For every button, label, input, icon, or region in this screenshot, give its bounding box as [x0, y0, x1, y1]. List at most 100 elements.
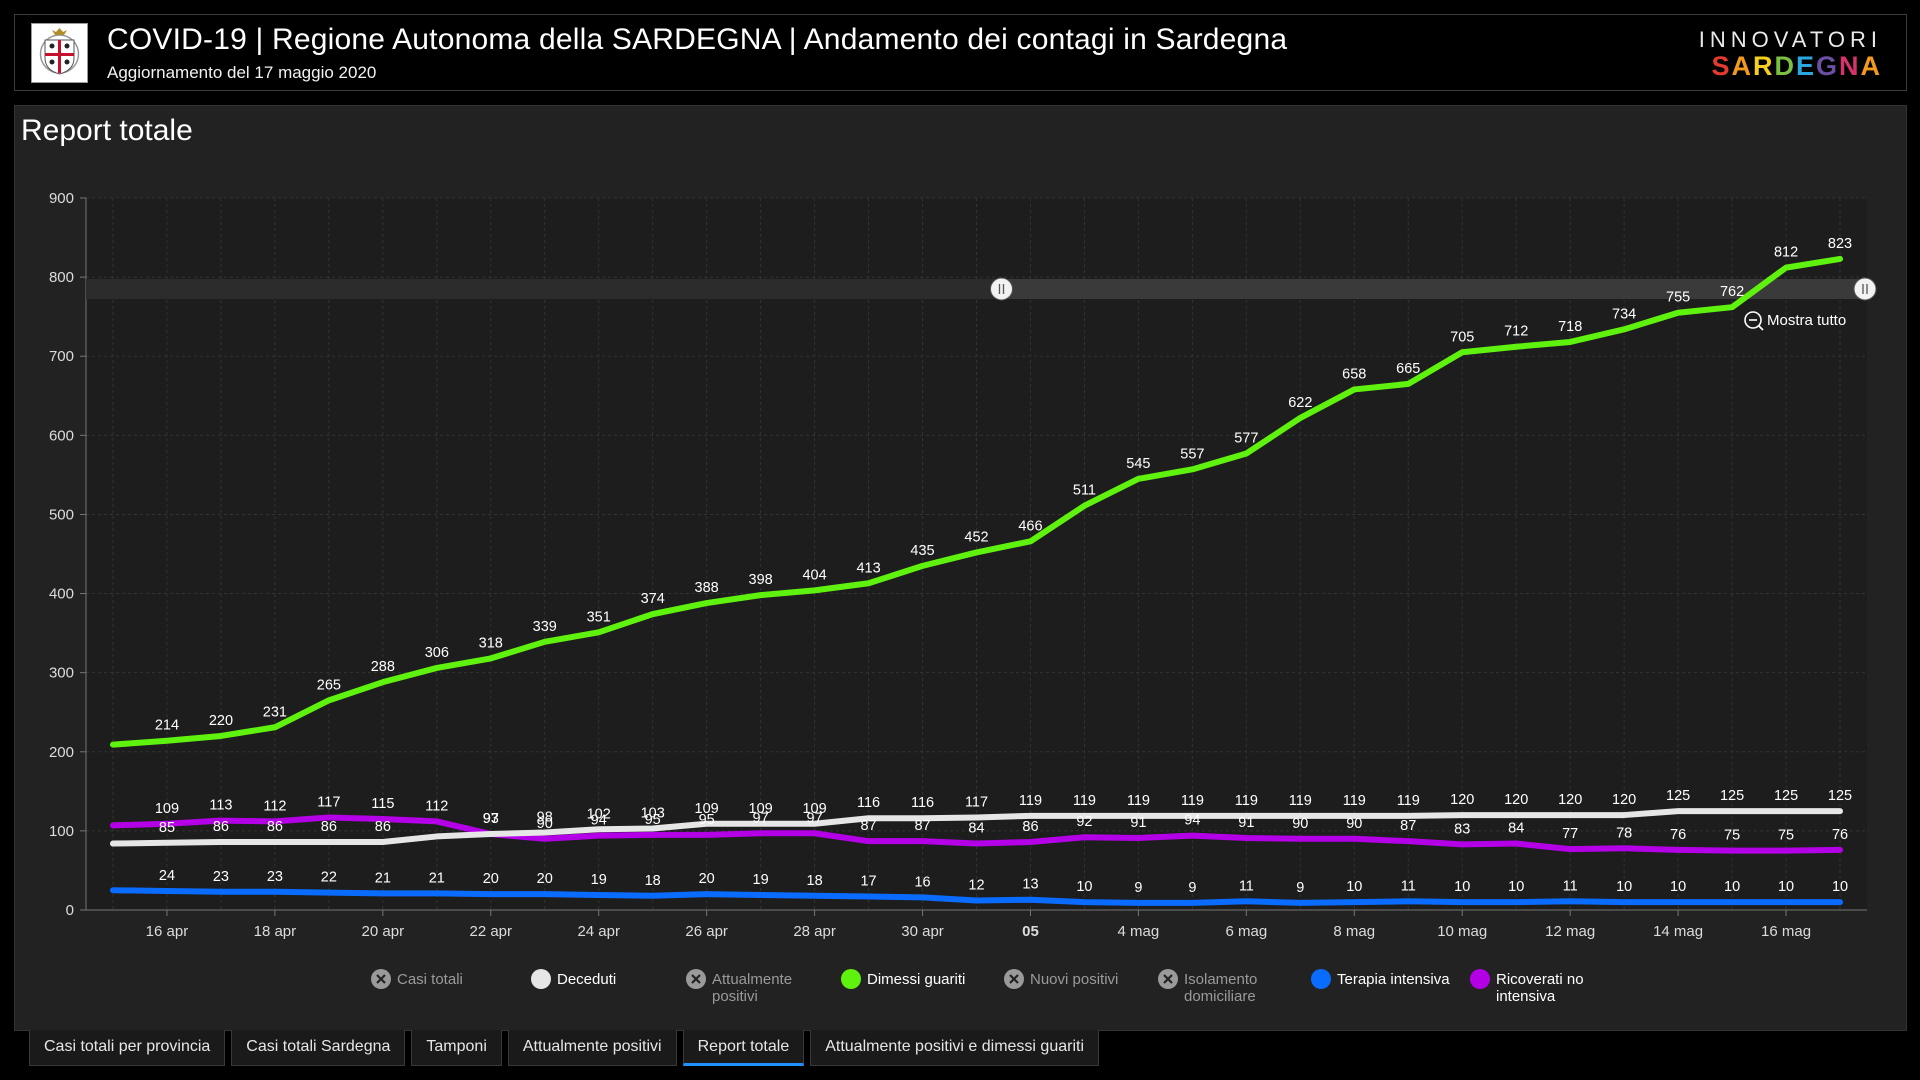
data-point-deceduti: [704, 821, 710, 827]
x-tick-label: 10 mag: [1437, 923, 1487, 940]
data-label-terapia-intensiva: 19: [753, 872, 769, 888]
data-label-dimessi-guariti: 220: [209, 713, 233, 729]
legend-item-deceduti[interactable]: Deceduti: [531, 969, 616, 989]
data-point-terapia-intensiva: [218, 889, 224, 895]
innovatori-brand-top: INNOVATORI: [1698, 27, 1882, 52]
zoom-out-icon[interactable]: [1744, 311, 1762, 329]
data-label-ricoverati-no-intensiva: 87: [914, 818, 930, 834]
data-point-deceduti: [1405, 813, 1411, 819]
data-point-deceduti: [1729, 808, 1735, 814]
data-point-terapia-intensiva: [1513, 899, 1519, 905]
data-label-ricoverati-no-intensiva: 90: [1346, 816, 1362, 832]
chart-scrollbar-thumb[interactable]: [1001, 279, 1866, 299]
data-point-dimessi-guariti: [1027, 538, 1033, 544]
data-label-ricoverati-no-intensiva: 87: [1400, 818, 1416, 834]
data-label-dimessi-guariti: 404: [802, 567, 826, 583]
data-label-dimessi-guariti: 435: [910, 543, 934, 559]
data-label-terapia-intensiva: 18: [807, 873, 823, 889]
data-label-dimessi-guariti: 622: [1288, 395, 1312, 411]
legend-item-attualmente-positivi[interactable]: Attualmente positivi: [686, 969, 792, 1005]
data-point-dimessi-guariti: [110, 742, 116, 748]
data-point-terapia-intensiva: [866, 894, 872, 900]
data-point-ricoverati-no-intensiva: [1189, 833, 1195, 839]
data-label-terapia-intensiva: 10: [1508, 879, 1524, 895]
data-point-ricoverati-no-intensiva: [542, 836, 548, 842]
update-date: Aggiornamento del 17 maggio 2020: [107, 63, 377, 82]
legend-item-dimessi-guariti[interactable]: Dimessi guariti: [841, 969, 965, 989]
x-tick-label: 20 apr: [362, 923, 405, 940]
data-point-ricoverati-no-intensiva: [1135, 835, 1141, 841]
data-label-deceduti: 119: [1019, 793, 1042, 809]
data-label-deceduti: 86: [213, 819, 229, 835]
data-label-deceduti: 109: [695, 801, 719, 817]
legend-label: Nuovi positivi: [1030, 971, 1118, 988]
data-point-dimessi-guariti: [758, 592, 764, 598]
data-label-dimessi-guariti: 545: [1126, 456, 1150, 472]
data-point-terapia-intensiva: [326, 890, 332, 896]
data-point-deceduti: [1459, 812, 1465, 818]
x-tick-label: 30 apr: [901, 923, 944, 940]
data-label-dimessi-guariti: 374: [641, 591, 665, 607]
data-label-ricoverati-no-intensiva: 83: [1454, 821, 1470, 837]
data-label-ricoverati-no-intensiva: 84: [968, 821, 984, 837]
scrollbar-end-grip[interactable]: [1853, 277, 1877, 301]
data-point-dimessi-guariti: [1675, 310, 1681, 316]
data-point-terapia-intensiva: [1837, 899, 1843, 905]
legend-marker-icon: [1470, 969, 1490, 989]
data-point-ricoverati-no-intensiva: [1837, 847, 1843, 853]
data-point-ricoverati-no-intensiva: [650, 832, 656, 838]
tab-casi-totali-per-provincia[interactable]: Casi totali per provincia: [29, 1030, 226, 1066]
data-label-dimessi-guariti: 398: [749, 572, 773, 588]
data-label-deceduti: 109: [749, 801, 773, 817]
x-tick-label: 12 mag: [1545, 923, 1595, 940]
data-label-terapia-intensiva: 24: [159, 868, 175, 884]
data-label-deceduti: 119: [1343, 793, 1366, 809]
data-label-terapia-intensiva: 10: [1454, 879, 1470, 895]
data-label-dimessi-guariti: 755: [1666, 290, 1690, 306]
data-point-terapia-intensiva: [1729, 899, 1735, 905]
data-label-deceduti: 109: [802, 801, 826, 817]
data-label-dimessi-guariti: 823: [1828, 236, 1852, 252]
data-point-deceduti: [434, 833, 440, 839]
y-tick-label: 600: [49, 427, 74, 444]
data-point-dimessi-guariti: [596, 629, 602, 635]
data-label-dimessi-guariti: 812: [1774, 245, 1798, 261]
data-point-deceduti: [272, 839, 278, 845]
data-point-ricoverati-no-intensiva: [920, 838, 926, 844]
tab-tamponi[interactable]: Tamponi: [411, 1030, 502, 1066]
x-tick-label: 28 apr: [793, 923, 836, 940]
data-label-terapia-intensiva: 10: [1778, 879, 1794, 895]
tab-casi-totali-sardegna[interactable]: Casi totali Sardegna: [231, 1030, 406, 1066]
data-point-dimessi-guariti: [1783, 265, 1789, 271]
data-label-dimessi-guariti: 718: [1558, 319, 1582, 335]
data-label-dimessi-guariti: 288: [371, 659, 395, 675]
data-point-deceduti: [1027, 813, 1033, 819]
data-point-dimessi-guariti: [1513, 344, 1519, 350]
data-point-deceduti: [1243, 813, 1249, 819]
legend-item-terapia-intensiva[interactable]: Terapia intensiva: [1311, 969, 1450, 989]
data-point-ricoverati-no-intensiva: [1783, 848, 1789, 854]
tab-attualmente-positivi[interactable]: Attualmente positivi: [507, 1030, 677, 1066]
legend-label: Terapia intensiva: [1337, 971, 1450, 988]
regione-sardegna-logo: [31, 23, 88, 83]
data-point-ricoverati-no-intensiva: [1729, 848, 1735, 854]
legend-x-stroke: [1163, 974, 1173, 984]
scrollbar-start-grip[interactable]: [990, 277, 1013, 301]
tab-report-totale[interactable]: Report totale: [682, 1030, 805, 1066]
x-tick-label: 26 apr: [685, 923, 728, 940]
data-label-dimessi-guariti: 511: [1073, 483, 1096, 499]
legend-marker-icon: [841, 969, 861, 989]
mostra-tutto-button[interactable]: Mostra tutto: [1767, 312, 1846, 329]
data-label-dimessi-guariti: 339: [533, 619, 557, 635]
legend-item-nuovi-positivi[interactable]: Nuovi positivi: [1004, 969, 1118, 989]
data-label-dimessi-guariti: 214: [155, 718, 179, 734]
y-tick-label: 800: [49, 269, 74, 286]
data-point-ricoverati-no-intensiva: [974, 841, 979, 847]
data-label-terapia-intensiva: 11: [1239, 878, 1254, 894]
legend-item-isolamento-domiciliare[interactable]: Isolamento domiciliare: [1158, 969, 1257, 1005]
tab-attualmente-positivi-e-dimessi-guariti[interactable]: Attualmente positivi e dimessi guariti: [810, 1030, 1099, 1066]
data-point-dimessi-guariti: [1297, 415, 1303, 421]
legend-item-casi-totali[interactable]: Casi totali: [371, 969, 463, 989]
data-point-ricoverati-no-intensiva: [812, 830, 818, 836]
legend-item-ricoverati-no-intensiva[interactable]: Ricoverati no intensiva: [1470, 969, 1584, 1005]
